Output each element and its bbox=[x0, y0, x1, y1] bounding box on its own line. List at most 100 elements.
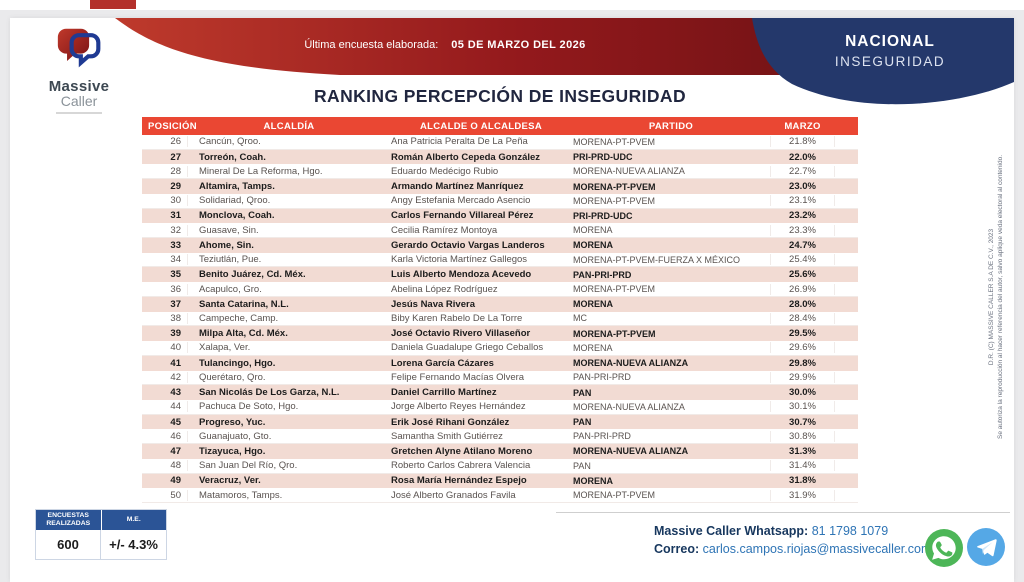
table-row: 44 Pachuca De Soto, Hgo. Jorge Alberto Rey… bbox=[142, 399, 858, 415]
row-position: 44 bbox=[142, 401, 188, 413]
stats-value-encuestas: 600 bbox=[36, 530, 101, 559]
row-marzo: 29.9% bbox=[770, 371, 835, 383]
email-address[interactable]: carlos.campos.riojas@massivecaller.com bbox=[702, 541, 932, 556]
row-partido: PAN bbox=[573, 417, 592, 428]
row-alcalde: José Alberto Granados Favila bbox=[391, 489, 516, 501]
row-partido: MORENA bbox=[573, 225, 613, 236]
row-position: 43 bbox=[170, 387, 181, 399]
row-alcalde: Abelina López Rodríguez bbox=[391, 283, 498, 295]
row-marzo: 28.0% bbox=[789, 298, 816, 310]
row-alcalde: Cecilia Ramírez Montoya bbox=[391, 224, 498, 236]
row-marzo: 24.7% bbox=[789, 239, 816, 251]
row-marzo: 30.1% bbox=[770, 401, 835, 413]
row-alcaldia: Xalapa, Ver. bbox=[199, 342, 251, 354]
row-alcalde: Biby Karen Rabelo De La Torre bbox=[391, 312, 523, 324]
table-row: 29 Altamira, Tamps. Armando Martínez Manrí… bbox=[142, 179, 858, 194]
row-alcaldia: Guanajuato, Gto. bbox=[199, 430, 272, 442]
row-marzo: 29.5% bbox=[789, 328, 816, 340]
table-header-row: POSICIÓN ALCALDÍA ALCALDE O ALCALDESA PA… bbox=[142, 117, 858, 135]
page-title: RANKING PERCEPCIÓN DE INSEGURIDAD bbox=[314, 86, 686, 106]
ranking-table: POSICIÓN ALCALDÍA ALCALDE O ALCALDESA PA… bbox=[142, 117, 858, 503]
row-marzo: 31.3% bbox=[789, 445, 816, 457]
table-row: 42 Querétaro, Qro. Felipe Fernando Macías … bbox=[142, 370, 858, 386]
telegram-icon[interactable] bbox=[967, 528, 1005, 566]
footer-divider bbox=[556, 512, 1010, 513]
row-marzo: 29.6% bbox=[770, 342, 835, 354]
row-alcaldia: Altamira, Tamps. bbox=[199, 181, 275, 193]
table-row: 37 Santa Catarina, N.L. Jesús Nava Rivera M… bbox=[142, 296, 858, 312]
page-margin-left bbox=[0, 10, 10, 582]
table-row: 47 Tizayuca, Hgo. Gretchen Alyne Atilano M… bbox=[142, 444, 858, 459]
row-marzo: 29.8% bbox=[789, 357, 816, 369]
col-header-posicion: POSICIÓN bbox=[148, 120, 197, 132]
row-alcalde: Luis Alberto Mendoza Acevedo bbox=[391, 269, 532, 281]
row-partido: PAN bbox=[573, 460, 591, 471]
row-alcaldia: Querétaro, Qro. bbox=[199, 371, 266, 383]
page-margin-top bbox=[0, 10, 1024, 18]
table-row: 48 San Juan Del Río, Qro. Roberto Carlos C… bbox=[142, 458, 858, 474]
row-position: 46 bbox=[142, 430, 188, 442]
whatsapp-number[interactable]: 81 1798 1079 bbox=[811, 524, 889, 538]
row-marzo: 23.0% bbox=[789, 181, 816, 193]
row-alcalde: Daniela Guadalupe Griego Ceballos bbox=[391, 342, 544, 354]
row-alcaldia: Benito Juárez, Cd. Méx. bbox=[199, 269, 306, 281]
row-partido: MORENA-PT-PVEM bbox=[573, 181, 656, 192]
legal-note: D.R. (C) MASSIVE CALLER S.A DE C.V., 202… bbox=[987, 127, 1005, 467]
row-alcaldia: Guasave, Sin. bbox=[199, 224, 259, 236]
row-alcaldia: San Juan Del Río, Qro. bbox=[199, 460, 298, 472]
row-alcalde: Samantha Smith Gutiérrez bbox=[391, 430, 503, 442]
table-row: 43 San Nicolás De Los Garza, N.L. Daniel C… bbox=[142, 385, 858, 400]
table-row: 36 Acapulco, Gro. Abelina López Rodríguez M… bbox=[142, 282, 858, 297]
topic-label: INSEGURIDAD bbox=[834, 54, 946, 69]
row-alcaldia: Acapulco, Gro. bbox=[199, 283, 262, 295]
stats-value-me: +/- 4.3% bbox=[109, 537, 158, 552]
sample-stats-box: ENCUESTAS REALIZADAS M.E. 600 +/- 4.3% bbox=[35, 509, 167, 560]
row-position: 36 bbox=[142, 283, 188, 295]
footer-whatsapp-line: Massive Caller Whatsapp: 81 1798 1079 bbox=[654, 523, 931, 541]
col-header-alcaldia: ALCALDÍA bbox=[263, 120, 315, 132]
row-position: 39 bbox=[170, 328, 181, 340]
table-row: 49 Veracruz, Ver. Rosa María Hernández Esp… bbox=[142, 473, 858, 489]
row-partido: MORENA-PT-PVEM bbox=[573, 136, 656, 147]
table-row: 33 Ahome, Sin. Gerardo Octavio Vargas Land… bbox=[142, 238, 858, 253]
row-alcaldia: Campeche, Camp. bbox=[199, 312, 279, 324]
row-position: 28 bbox=[142, 165, 188, 177]
row-alcalde: Jorge Alberto Reyes Hernández bbox=[391, 401, 526, 413]
row-position: 40 bbox=[142, 342, 188, 354]
row-partido: MORENA-NUEVA ALIANZA bbox=[573, 446, 689, 457]
row-alcaldia: Pachuca De Soto, Hgo. bbox=[199, 401, 299, 413]
logo-tagline bbox=[56, 112, 102, 114]
row-alcalde: Angy Estefania Mercado Asencio bbox=[391, 195, 531, 207]
row-partido: PRI-PRD-UDC bbox=[573, 152, 633, 163]
table-row: 40 Xalapa, Ver. Daniela Guadalupe Griego C… bbox=[142, 341, 858, 356]
row-alcaldia: Solidariad, Qroo. bbox=[199, 195, 271, 207]
logo-text-massive: Massive bbox=[48, 78, 110, 95]
row-alcalde: José Octavio Rivero Villaseñor bbox=[391, 328, 531, 340]
row-alcalde: Daniel Carrillo Martínez bbox=[391, 387, 497, 399]
row-alcaldia: Santa Catarina, N.L. bbox=[199, 298, 289, 310]
row-alcaldia: Ahome, Sin. bbox=[199, 239, 254, 251]
massive-caller-logo: Massive Caller bbox=[36, 26, 122, 114]
row-position: 47 bbox=[170, 445, 181, 457]
row-position: 30 bbox=[142, 195, 188, 207]
col-header-partido: PARTIDO bbox=[648, 120, 694, 132]
row-position: 50 bbox=[142, 489, 188, 501]
row-alcaldia: Matamoros, Tamps. bbox=[199, 489, 283, 501]
table-row: 39 Milpa Alta, Cd. Méx. José Octavio River… bbox=[142, 326, 858, 342]
table-body: 26 Cancún, Qroo. Ana Patricia Peralta De L… bbox=[142, 135, 858, 503]
row-alcaldia: Mineral De La Reforma, Hgo. bbox=[199, 165, 323, 177]
row-alcalde: Carlos Fernando Villareal Pérez bbox=[391, 210, 534, 222]
row-partido: MORENA-PT-PVEM bbox=[573, 284, 656, 295]
row-alcalde: Gretchen Alyne Atilano Moreno bbox=[391, 445, 533, 457]
row-position: 33 bbox=[170, 239, 181, 251]
row-alcaldia: Cancún, Qroo. bbox=[199, 136, 261, 148]
row-alcalde: Erik José Rihani González bbox=[391, 416, 510, 428]
last-survey-date: 05 DE MARZO DEL 2026 bbox=[451, 39, 586, 51]
stats-header-encuestas: ENCUESTAS REALIZADAS bbox=[36, 510, 101, 530]
row-partido: MORENA-NUEVA ALIANZA bbox=[573, 358, 689, 369]
whatsapp-icon[interactable] bbox=[925, 529, 963, 567]
page-margin-right bbox=[1014, 10, 1024, 582]
legal-note-line1: D.R. (C) MASSIVE CALLER S.A DE C.V., 202… bbox=[988, 228, 995, 366]
row-marzo: 31.4% bbox=[770, 460, 835, 472]
row-partido: MORENA-NUEVA ALIANZA bbox=[573, 166, 685, 177]
